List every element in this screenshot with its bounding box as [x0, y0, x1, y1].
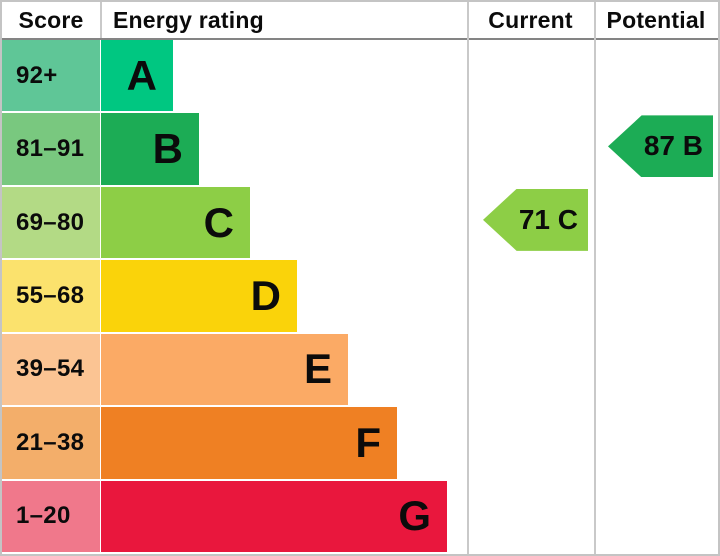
band-row-b: 81–91 B — [2, 113, 718, 186]
band-row-d: 55–68 D — [2, 260, 718, 333]
header-score: Score — [18, 6, 84, 33]
score-cell-f: 21–38 — [2, 407, 100, 479]
score-cell-c: 69–80 — [2, 186, 100, 259]
potential-column-divider — [594, 2, 596, 554]
score-column-divider — [100, 2, 102, 38]
header-energy-rating: Energy rating — [113, 6, 264, 33]
band-rows: 92+ A 81–91 B 69–80 C 55–68 D 39–54 E 21–38 F 1–20 G — [2, 40, 718, 554]
score-cell-g: 1–20 — [2, 480, 100, 552]
score-cell-d: 55–68 — [2, 260, 100, 332]
band-bar-f: F — [101, 407, 397, 479]
band-row-e: 39–54 E — [2, 333, 718, 407]
header-potential: Potential — [606, 6, 706, 33]
band-row-f: 21–38 F — [2, 407, 718, 480]
band-row-g: 1–20 G — [2, 480, 718, 554]
header-current: Current — [488, 6, 573, 33]
band-bar-g: G — [101, 480, 447, 552]
score-cell-e: 39–54 — [2, 333, 100, 406]
current-column-divider — [467, 2, 469, 554]
band-bar-a: A — [101, 40, 173, 112]
band-bar-c: C — [101, 186, 250, 259]
band-bar-e: E — [101, 333, 348, 406]
band-bar-d: D — [101, 260, 297, 332]
band-row-a: 92+ A — [2, 40, 718, 113]
score-cell-b: 81–91 — [2, 113, 100, 185]
band-bar-b: B — [101, 113, 199, 185]
header-divider-line — [2, 38, 718, 40]
score-cell-a: 92+ — [2, 40, 100, 112]
band-row-c: 69–80 C — [2, 186, 718, 260]
chart-header: Score Energy rating Current Potential — [2, 2, 718, 38]
